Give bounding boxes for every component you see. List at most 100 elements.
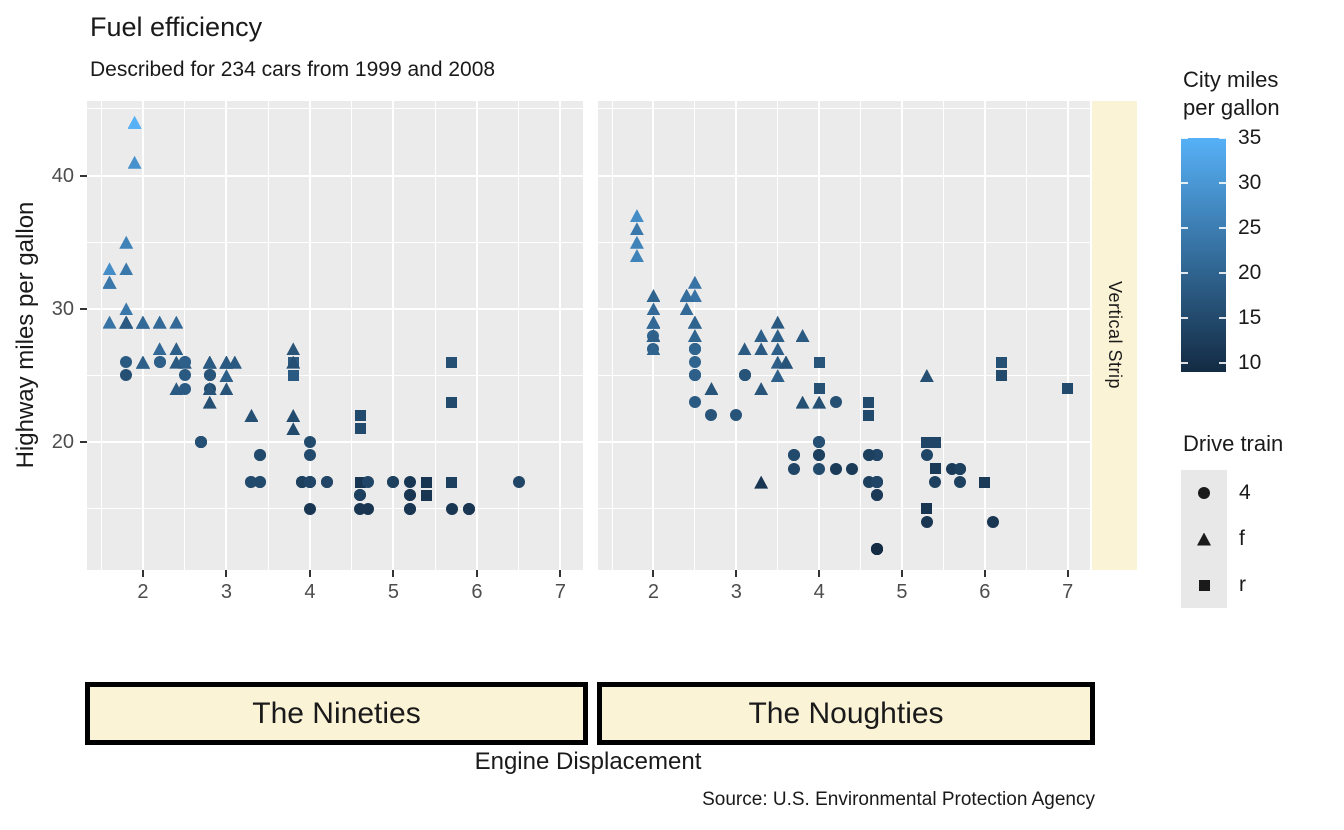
x-tick-mark xyxy=(225,570,228,577)
data-point xyxy=(287,369,299,381)
legend-key-triangle xyxy=(1181,516,1227,562)
colorbar-tick-right xyxy=(1219,272,1226,274)
x-tick-label: 7 xyxy=(554,581,567,603)
facet-strip-noughties-label: The Noughties xyxy=(748,696,944,730)
data-point xyxy=(127,115,142,129)
data-point xyxy=(953,462,966,475)
data-point xyxy=(770,315,785,329)
x-tick-label: 7 xyxy=(1062,581,1074,603)
data-point xyxy=(871,542,884,555)
colorbar-tick-right xyxy=(1219,227,1226,229)
y-tick-mark xyxy=(80,441,87,444)
data-point xyxy=(863,396,875,408)
data-point xyxy=(754,475,769,489)
x-tick-label: 3 xyxy=(220,581,232,603)
color-legend-title: City miles per gallon xyxy=(1183,66,1280,122)
gridline-major-y xyxy=(598,307,1090,310)
data-point xyxy=(195,436,208,449)
data-point xyxy=(512,476,525,489)
x-tick-label: 5 xyxy=(896,581,908,603)
y-tick-label: 30 xyxy=(51,297,74,320)
x-tick-mark xyxy=(392,570,395,577)
data-point xyxy=(813,436,826,449)
data-point xyxy=(286,422,301,436)
data-point xyxy=(920,516,933,529)
gridline-minor-x xyxy=(1025,101,1027,570)
data-point xyxy=(169,342,184,356)
data-point xyxy=(1062,383,1074,395)
data-point xyxy=(754,329,769,342)
data-point xyxy=(829,396,842,409)
data-point xyxy=(871,476,884,489)
colorbar-tick-right xyxy=(1219,182,1226,184)
data-point xyxy=(404,489,417,502)
data-point xyxy=(921,436,933,448)
data-point xyxy=(813,356,825,368)
data-point xyxy=(629,222,644,236)
x-tick-mark xyxy=(652,570,655,577)
y-tick-label: 40 xyxy=(51,164,74,187)
data-point xyxy=(354,489,367,502)
gridline-minor-x xyxy=(518,101,520,570)
triangle-icon xyxy=(1197,532,1211,546)
colorbar-tick-right xyxy=(1219,317,1226,319)
legend-entry-r: r xyxy=(1181,562,1251,608)
gridline-major-x xyxy=(735,101,738,570)
x-tick-mark xyxy=(735,570,738,577)
y-tick-label: 20 xyxy=(51,431,74,454)
x-tick-mark xyxy=(818,570,821,577)
gridline-minor-x xyxy=(434,101,436,570)
data-point xyxy=(253,449,266,462)
data-point xyxy=(929,463,941,475)
data-point xyxy=(404,502,417,515)
legend-entry-f: f xyxy=(1181,516,1251,562)
data-point xyxy=(387,476,400,489)
data-point xyxy=(303,476,316,489)
gridline-minor-x xyxy=(100,101,102,570)
data-point xyxy=(178,382,191,395)
data-point xyxy=(153,356,166,369)
data-point xyxy=(629,249,644,263)
data-point xyxy=(813,462,826,475)
data-point xyxy=(795,329,810,342)
data-point xyxy=(995,356,1007,368)
gridline-major-y xyxy=(87,174,583,177)
gridline-major-x xyxy=(818,101,821,570)
data-point xyxy=(871,489,884,502)
data-point xyxy=(929,436,941,448)
data-point xyxy=(102,275,117,289)
chart-title: Fuel efficiency xyxy=(90,12,263,42)
data-point xyxy=(754,382,769,396)
data-point xyxy=(354,409,366,421)
data-point xyxy=(244,408,259,422)
x-tick-label: 4 xyxy=(813,581,825,603)
facet-strip-noughties: The Noughties xyxy=(597,682,1095,745)
gridline-major-y xyxy=(87,307,583,310)
data-point xyxy=(303,436,316,449)
data-point xyxy=(169,315,184,329)
vertical-strip-label: Vertical Strip xyxy=(1105,281,1125,390)
data-point xyxy=(152,342,167,356)
gridline-major-x xyxy=(225,101,228,570)
y-tick-mark xyxy=(80,307,87,310)
data-point xyxy=(863,409,875,421)
legend-entry-label: 4 xyxy=(1239,481,1251,504)
square-icon xyxy=(1198,579,1210,591)
data-point xyxy=(446,356,458,368)
data-point xyxy=(102,262,117,276)
color-gradient-bar xyxy=(1181,137,1226,372)
data-point xyxy=(120,369,133,382)
gridline-major-x xyxy=(983,101,986,570)
data-point xyxy=(688,396,701,409)
colorbar-tick-label: 25 xyxy=(1238,216,1262,239)
legend-entry-4: 4 xyxy=(1181,470,1251,516)
facet-strip-nineties: The Nineties xyxy=(85,682,588,745)
data-point xyxy=(119,262,134,276)
data-point xyxy=(119,315,134,329)
gridline-major-x xyxy=(308,101,311,570)
legend-entry-label: f xyxy=(1239,527,1245,550)
chart-subtitle: Described for 234 cars from 1999 and 200… xyxy=(90,58,496,81)
data-point xyxy=(354,476,366,488)
color-legend-title-line2: per gallon xyxy=(1183,95,1280,120)
data-point xyxy=(730,409,743,422)
